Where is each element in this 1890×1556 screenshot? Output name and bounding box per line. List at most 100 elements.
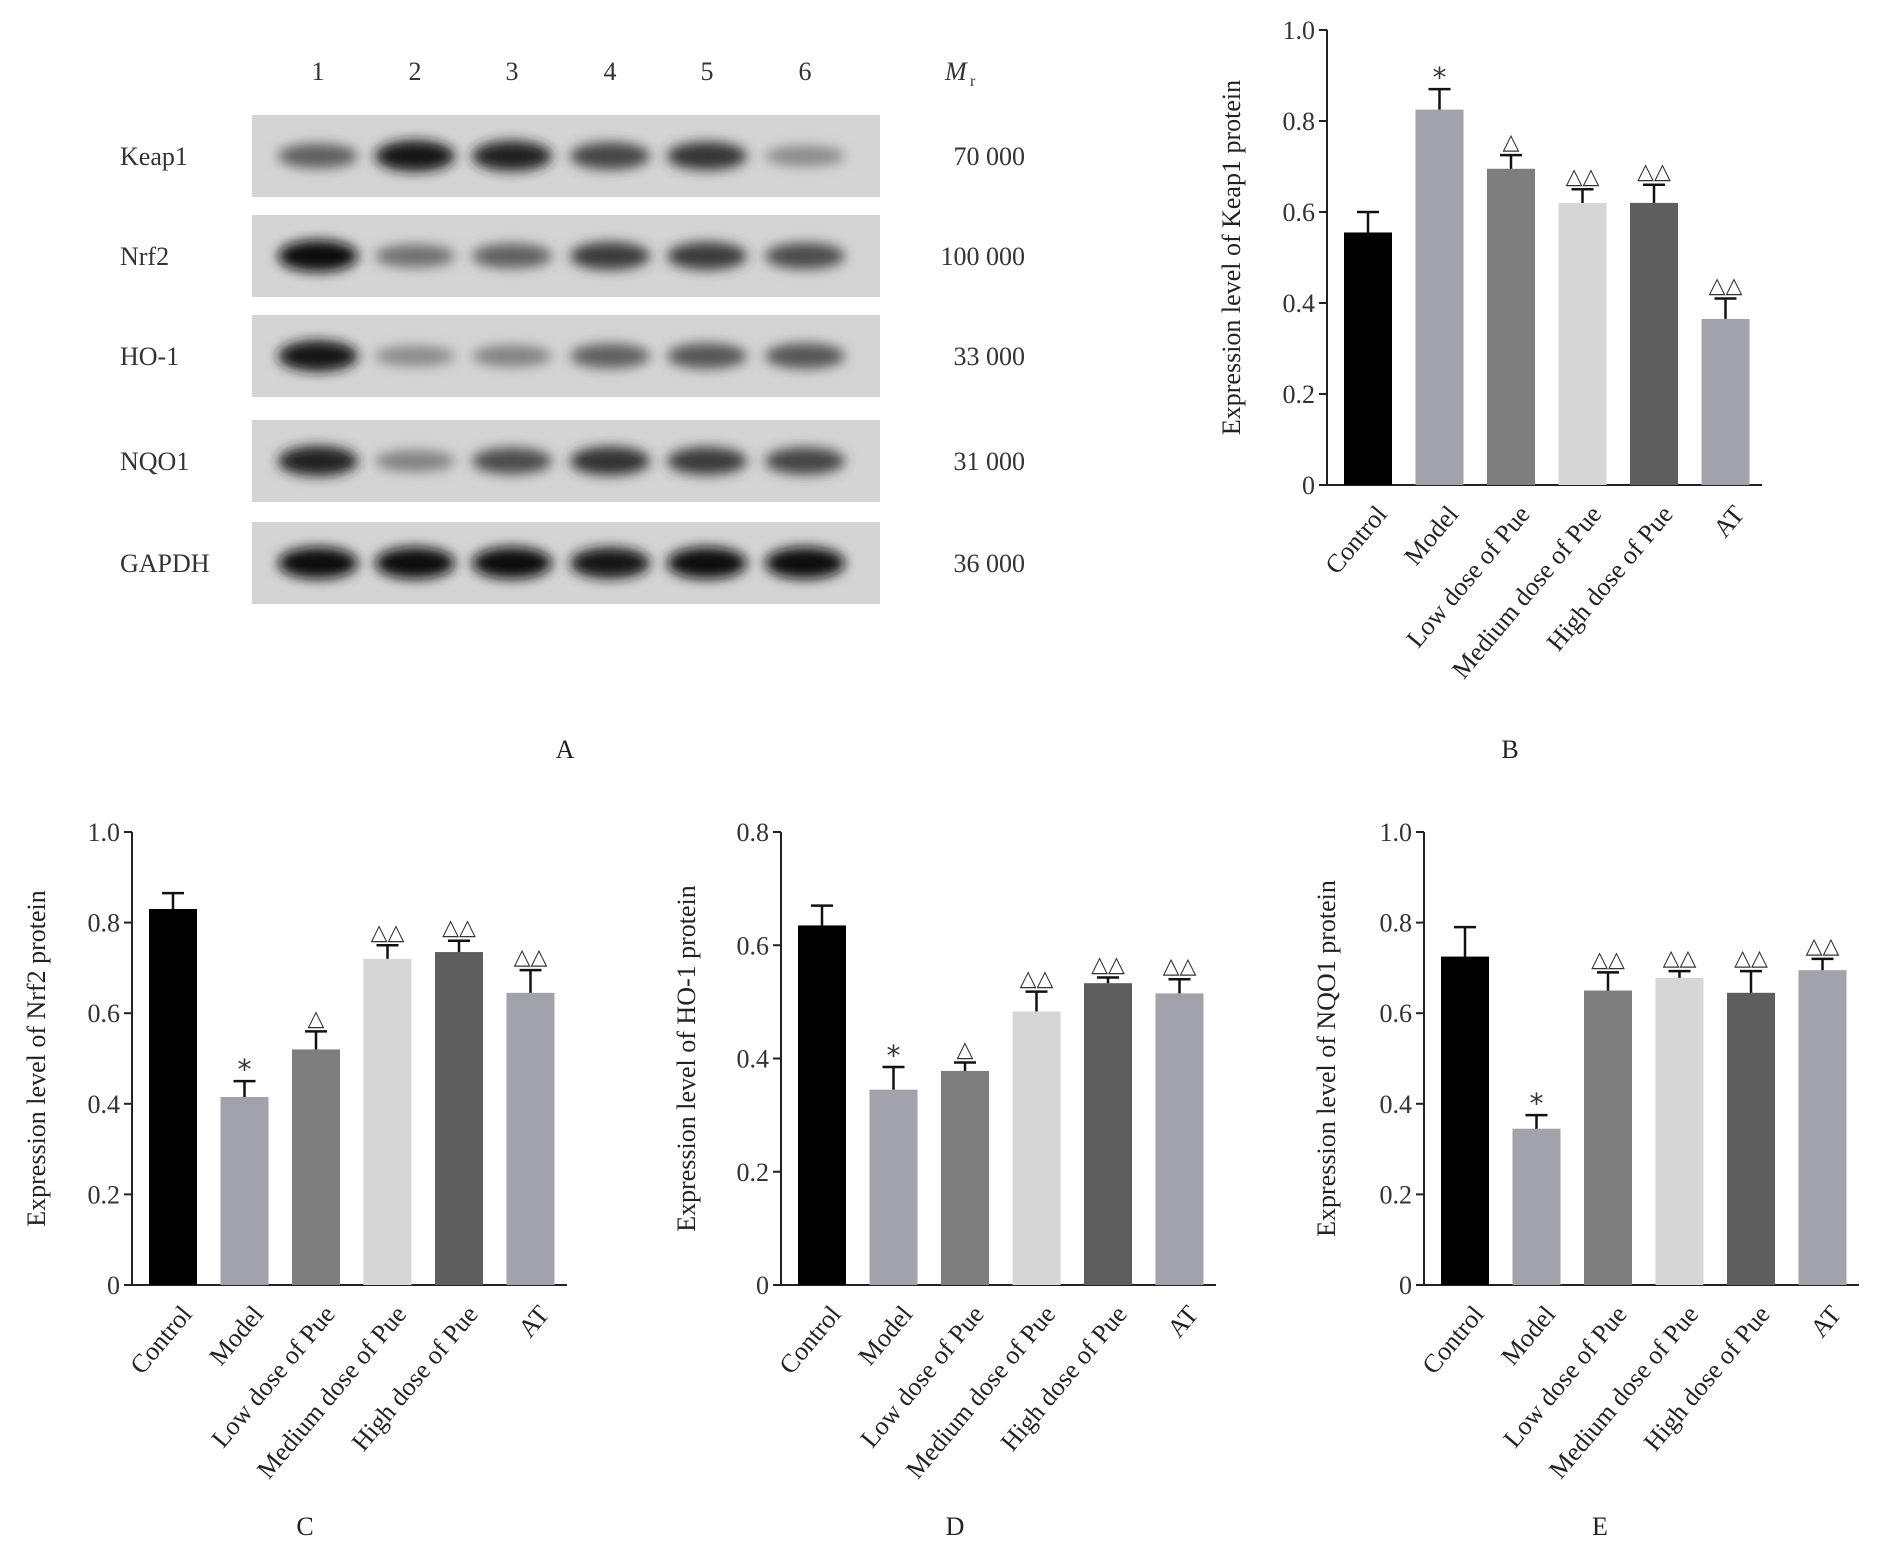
bar	[1155, 993, 1204, 1285]
bar	[1798, 970, 1847, 1285]
lane-label: 4	[604, 57, 617, 86]
category-label: Model	[1495, 1300, 1561, 1371]
ho1-bar-chart: 0 0.2 0.4 0.6 0.8 Expression level of HO-1 pr…	[672, 818, 1216, 1484]
y-tick-label: 0.4	[737, 1045, 770, 1074]
y-tick-label: 0.6	[737, 931, 770, 960]
category-label: High dose of Pue	[1638, 1300, 1776, 1456]
protein-band	[472, 447, 552, 475]
significance-marker: △	[1503, 130, 1520, 155]
y-tick-label: 0.6	[88, 999, 121, 1028]
protein-band	[375, 450, 455, 472]
bar	[869, 1089, 918, 1285]
protein-band	[375, 345, 455, 367]
category-label: Low dose of Pue	[855, 1300, 990, 1453]
bar	[1487, 168, 1535, 485]
protein-band	[667, 343, 747, 369]
y-tick-label: 0.8	[1283, 107, 1316, 136]
y-tick-label: 0.4	[88, 1090, 121, 1119]
protein-band	[278, 445, 358, 477]
bar	[506, 992, 555, 1285]
protein-band	[375, 547, 455, 579]
lane-label: 5	[701, 57, 714, 86]
protein-band	[278, 340, 358, 372]
category-label: High dose of Pue	[1541, 500, 1679, 656]
protein-band	[765, 447, 845, 475]
y-tick-label: 0.8	[737, 818, 770, 847]
significance-marker: △△	[1663, 946, 1697, 971]
y-tick-label: 0	[1399, 1271, 1412, 1300]
significance-marker: △△	[442, 916, 476, 941]
panel-label-a: A	[555, 735, 575, 764]
protein-band	[472, 345, 552, 367]
category-label: Model	[1398, 500, 1464, 571]
protein-band	[375, 244, 455, 268]
y-tick-label: 1.0	[1380, 818, 1413, 847]
category-label: Control	[1319, 500, 1392, 580]
category-label: AT	[513, 1300, 556, 1343]
lane-label: 2	[409, 57, 422, 86]
bar	[1630, 202, 1678, 485]
y-tick-label: 1.0	[1283, 16, 1316, 45]
y-tick-label: 0	[107, 1271, 120, 1300]
protein-band	[472, 547, 552, 579]
bar	[1084, 983, 1132, 1285]
category-label: Low dose of Pue	[206, 1300, 341, 1453]
y-tick-label: 0.6	[1283, 198, 1316, 227]
category-label: Model	[203, 1300, 269, 1371]
bar	[220, 1097, 269, 1285]
protein-band	[765, 242, 845, 270]
bar	[1012, 1011, 1061, 1285]
y-tick-label: 0.4	[1283, 289, 1316, 318]
protein-band	[765, 547, 845, 579]
panel-label-d: D	[945, 1512, 965, 1541]
category-label: AT	[1805, 1300, 1848, 1343]
bar	[1512, 1128, 1561, 1285]
y-tick-label: 0.2	[737, 1158, 770, 1187]
panel-label-c: C	[296, 1512, 314, 1541]
significance-marker: △△	[1591, 947, 1625, 972]
protein-band	[667, 447, 747, 475]
significance-marker: △	[957, 1037, 974, 1062]
significance-marker: *	[1433, 61, 1447, 94]
bar	[435, 952, 483, 1285]
protein-label: GAPDH	[120, 549, 210, 578]
category-label: Control	[1416, 1300, 1489, 1380]
significance-marker: △△	[1637, 160, 1671, 185]
protein-label: Keap1	[120, 142, 188, 171]
y-tick-label: 0	[1302, 471, 1315, 500]
significance-marker: △	[308, 1006, 325, 1031]
y-axis-title: Expression level of Nrf2 protein	[22, 890, 51, 1226]
bar	[798, 925, 846, 1285]
significance-marker: △△	[1806, 934, 1840, 959]
molecular-weight-label: 33 000	[954, 342, 1026, 371]
panel-label-b: B	[1501, 735, 1519, 764]
category-label: AT	[1708, 500, 1751, 543]
bar	[1655, 977, 1704, 1285]
molecular-weight-label: 31 000	[954, 447, 1026, 476]
y-tick-label: 0.2	[1283, 380, 1316, 409]
protein-band	[765, 343, 845, 369]
y-tick-label: 0	[756, 1271, 769, 1300]
panel-label-e: E	[1592, 1512, 1608, 1541]
y-axis-title: Expression level of NQO1 protein	[1312, 880, 1341, 1237]
y-axis-title: Expression level of Keap1 protein	[1217, 80, 1246, 435]
category-label: High dose of Pue	[346, 1300, 484, 1456]
bar	[1558, 202, 1607, 485]
category-label: Low dose of Pue	[1401, 500, 1536, 653]
category-label: Control	[124, 1300, 197, 1380]
protein-band	[667, 242, 747, 270]
lane-label: 6	[799, 57, 812, 86]
molecular-weight-label: 70 000	[954, 142, 1026, 171]
bar	[1727, 992, 1775, 1285]
y-tick-label: 0.6	[1380, 999, 1413, 1028]
significance-marker: △△	[514, 945, 548, 970]
significance-marker: △△	[371, 920, 405, 945]
bar	[1584, 990, 1632, 1285]
protein-label: Nrf2	[120, 242, 169, 271]
mr-header: M	[944, 57, 968, 86]
protein-band	[765, 145, 845, 167]
keap1-bar-chart: 0 0.2 0.4 0.6 0.8 1.0 Expression level of Keap…	[1217, 16, 1762, 684]
lane-label: 3	[506, 57, 519, 86]
protein-band	[570, 242, 650, 270]
